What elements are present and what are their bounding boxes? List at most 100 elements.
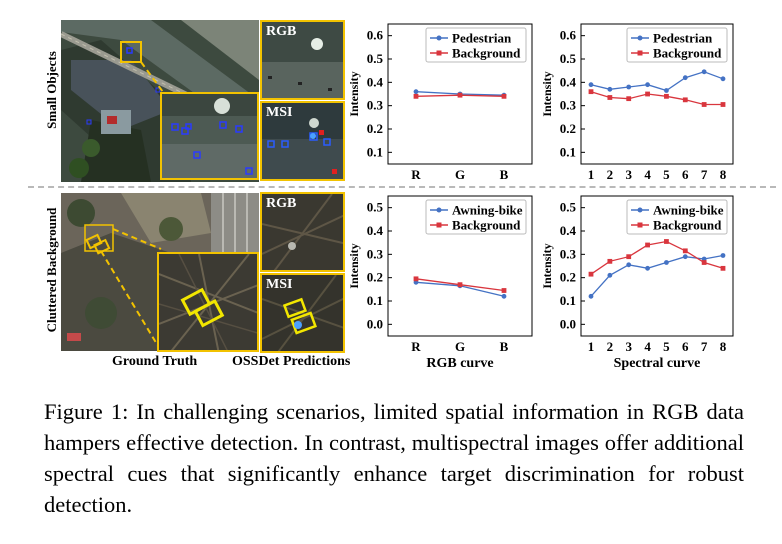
y-tick-label: 0.2: [560, 270, 576, 285]
y-tick-label: 0.3: [560, 98, 577, 113]
x-tick-label: R: [411, 167, 421, 182]
ground-truth-zoom-small-objects: [160, 92, 259, 180]
data-point: [682, 75, 688, 81]
series-line: [590, 91, 723, 106]
y-tick-label: 0.4: [560, 74, 577, 89]
data-point: [626, 84, 632, 90]
row-label-small-objects: Small Objects: [44, 51, 59, 129]
data-point: [607, 258, 613, 264]
x-tick-label: 8: [720, 339, 727, 354]
data-point: [501, 293, 507, 299]
x-tick-label: 5: [663, 339, 670, 354]
data-point: [701, 260, 707, 265]
y-tick-label: 0.1: [367, 293, 383, 308]
x-tick-label: 2: [607, 339, 614, 354]
y-tick-label: 0.0: [560, 316, 576, 331]
x-tick-label: 3: [625, 339, 632, 354]
x-tick-label: G: [455, 339, 465, 354]
y-tick-label: 0.1: [560, 144, 576, 159]
chart-spectral-awning-bike: 0.0 0.1 0.2 0.3 0.4 0.5 1 2 3 4 5 6 7 8 Intensity Spect…: [540, 190, 741, 372]
y-tick-label: 0.5: [560, 200, 577, 215]
data-point: [457, 282, 463, 288]
y-axis-label: Intensity: [540, 71, 554, 116]
y-tick-label: 0.2: [367, 270, 383, 285]
data-point: [664, 239, 669, 244]
data-point: [664, 93, 669, 99]
y-tick-label: 0.4: [367, 74, 384, 89]
data-point: [626, 262, 632, 268]
x-tick-label: 3: [625, 167, 632, 182]
x-tick-label: R: [411, 339, 421, 354]
x-tick-label: B: [500, 339, 509, 354]
rgb-inset-small-objects: RGB: [260, 20, 345, 100]
series-line: [590, 254, 724, 297]
y-tick-label: 0.5: [367, 51, 384, 66]
x-tick-label: 8: [720, 167, 727, 182]
msi-inset-small-objects: MSI: [260, 101, 345, 181]
x-tick-label: B: [500, 167, 509, 182]
x-tick-label: 4: [644, 339, 651, 354]
series-line: [590, 71, 724, 92]
x-tick-label: 6: [682, 167, 689, 182]
msi-inset-label-2: MSI: [266, 277, 293, 292]
legend-marker: [436, 222, 442, 228]
data-point: [457, 92, 463, 98]
data-point: [413, 89, 419, 95]
data-point: [588, 293, 594, 299]
rgb-inset-label: RGB: [266, 24, 297, 39]
legend-box: [425, 27, 527, 63]
caption-lead: Figure 1:: [44, 399, 129, 424]
legend-marker: [637, 207, 643, 213]
data-point: [701, 102, 707, 107]
x-tick-label: 7: [701, 167, 708, 182]
x-tick-label: 1: [588, 167, 595, 182]
legend-label: Pedestrian: [452, 31, 512, 46]
data-point: [645, 242, 650, 248]
legend-marker: [637, 35, 643, 41]
data-point: [588, 82, 594, 88]
data-point: [645, 91, 650, 97]
rgb-inset-label-2: RGB: [266, 196, 297, 211]
y-tick-label: 0.2: [560, 121, 576, 136]
data-point: [607, 95, 613, 100]
data-point: [720, 253, 726, 258]
chart-rgb-awning-bike: 0.0 0.1 0.2 0.3 0.4 0.5 R G B Intensity RGB curve A…: [347, 190, 538, 372]
y-tick-label: 0.6: [560, 28, 577, 43]
x-axis-label: RGB curve: [426, 356, 493, 371]
data-point: [607, 86, 613, 92]
data-point: [720, 265, 726, 271]
x-tick-label: 5: [663, 167, 670, 182]
x-tick-label: 4: [644, 167, 651, 182]
chart-rgb-pedestrian: 0.1 0.2 0.3 0.4 0.5 0.6 R G B Intensity Pedestrian…: [347, 18, 538, 190]
data-point: [626, 254, 632, 260]
legend-marker: [436, 35, 442, 41]
chart-spectral-pedestrian: 0.1 0.2 0.3 0.4 0.5 0.6 1 2 3 4 5 6 7 8 Intensity Pedes…: [540, 18, 741, 190]
x-axis-label: Spectral curve: [614, 356, 701, 371]
legend-label: Background: [653, 46, 722, 61]
data-point: [413, 276, 419, 282]
data-point: [682, 254, 688, 260]
y-axis-label: Intensity: [347, 243, 361, 288]
x-tick-label: 6: [682, 339, 689, 354]
data-point: [682, 248, 688, 254]
data-point: [588, 271, 594, 277]
data-point: [413, 93, 419, 99]
y-tick-label: 0.0: [367, 316, 383, 331]
y-tick-label: 0.3: [560, 246, 577, 261]
legend-label: Pedestrian: [653, 31, 713, 46]
y-tick-label: 0.5: [367, 200, 384, 215]
column-caption-ground-truth: Ground Truth: [112, 354, 198, 369]
x-tick-label: 1: [588, 339, 595, 354]
rgb-inset-cluttered: RGB: [260, 192, 345, 272]
legend-label: Awning-bike: [653, 203, 724, 218]
data-point: [701, 69, 707, 75]
caption-text: In challenging scenarios, limited spatia…: [44, 399, 744, 517]
row-label-cluttered-background: Cluttered Background: [44, 207, 59, 333]
legend-label: Awning-bike: [452, 203, 523, 218]
data-point: [720, 76, 726, 82]
plot-frame: [387, 195, 533, 337]
column-caption-predictions: OSSDet Predictions: [232, 354, 351, 369]
legend-marker: [436, 50, 442, 56]
y-tick-label: 0.3: [367, 98, 384, 113]
legend-label: Background: [452, 46, 521, 61]
